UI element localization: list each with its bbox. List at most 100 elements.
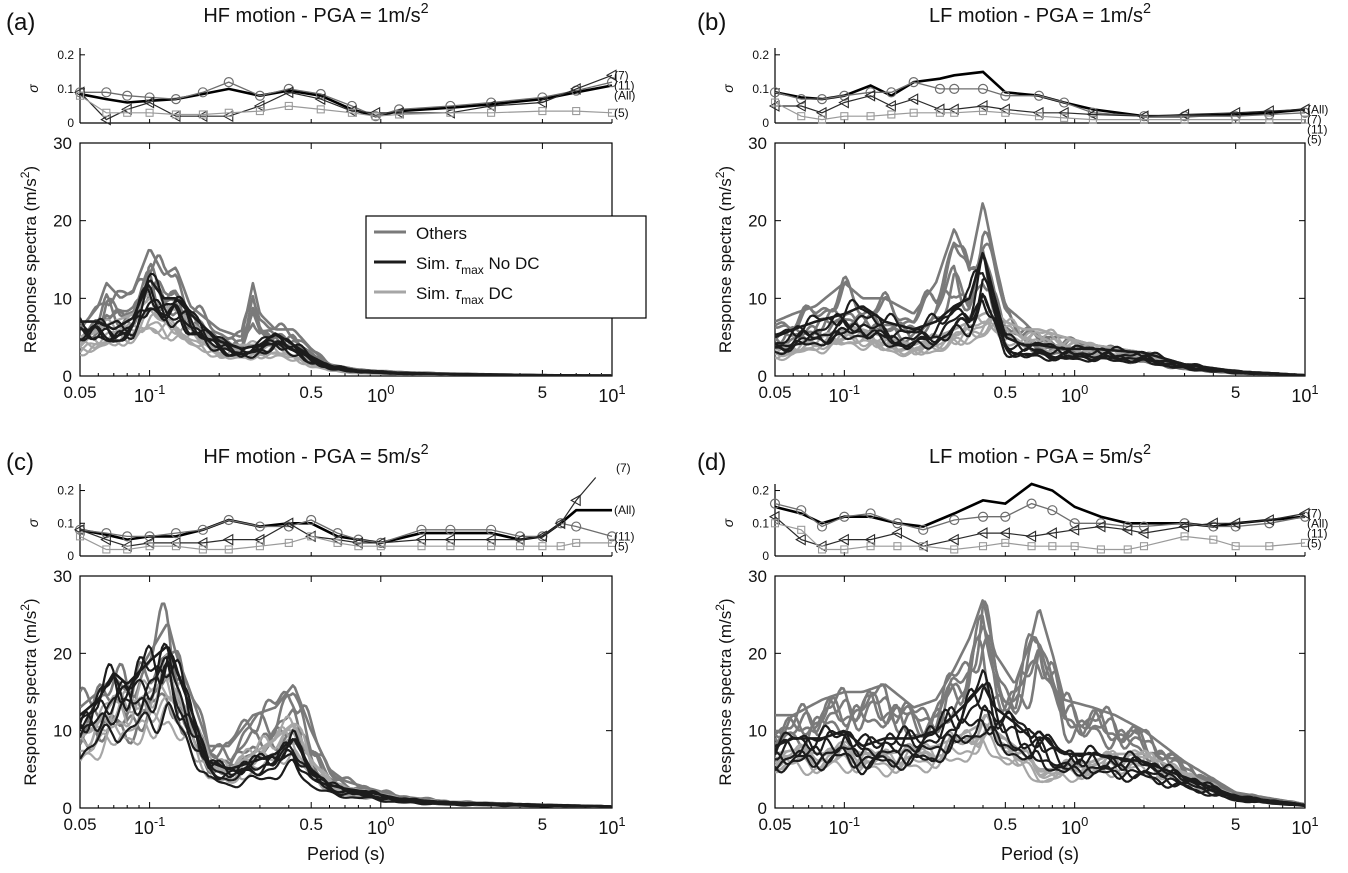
sigma-marker-square — [978, 107, 988, 116]
spectrum-no_dc — [775, 681, 1305, 807]
spectra-x-tick-label: 5 — [538, 815, 547, 834]
spectra-x-tick-label: 100 — [1061, 382, 1088, 406]
sigma-marker-square — [198, 110, 207, 119]
sigma-marker-square — [102, 545, 111, 554]
sigma-marker-square — [1300, 115, 1310, 124]
sigma-plot: 0 0.1 0.2 σ (All)(7)(11)(5) — [720, 48, 1328, 147]
sigma-marker-circle — [101, 87, 112, 98]
spectra-plot: 0 10 20 30 Response spectra (m/s2) 0.05 10-1 0.… — [18, 134, 626, 406]
legend-label: Sim. τmax DC — [416, 284, 513, 307]
sigma-marker-circle — [445, 524, 456, 535]
spectra-x-tick-label: 101 — [1291, 814, 1318, 838]
sigma-marker-square — [817, 545, 827, 554]
legend: Others Sim. τmax No DC Sim. τmax DC — [365, 215, 647, 319]
sigma-series-label: (5) — [614, 539, 629, 553]
spectra-frame — [774, 142, 1306, 377]
sigma-series-11 — [775, 502, 1306, 531]
sigma-y-label: σ — [25, 84, 41, 93]
sigma-series-label: (11) — [1307, 122, 1327, 136]
sigma-marker-circle — [571, 521, 582, 532]
sigma-marker-square — [887, 110, 896, 119]
sigma-marker-square — [307, 532, 316, 541]
spectra-x-tick-label: 101 — [598, 382, 625, 406]
spectra-y-tick-label: 10 — [53, 289, 72, 308]
sigma-marker-square — [1001, 108, 1010, 117]
sigma-marker-triangle — [570, 494, 581, 507]
sigma-y-tick-label: 0 — [762, 549, 769, 563]
sigma-marker-triangle — [907, 93, 919, 106]
sigma-marker-triangle — [1298, 507, 1310, 520]
sigma-marker-square — [376, 542, 385, 551]
spectra-x-tick-label: 5 — [1231, 383, 1240, 402]
spectra-x-tick-label: 100 — [367, 814, 394, 838]
sigma-marker-circle — [122, 90, 133, 101]
sigma-series-5 — [775, 101, 1305, 121]
sigma-marker-circle — [223, 76, 234, 88]
sigma-marker-square — [255, 107, 264, 116]
sigma-marker-square — [487, 542, 496, 551]
sigma-marker-square — [487, 108, 496, 117]
sigma-marker-square — [284, 101, 293, 111]
spectra-plot: 0 10 20 30 Response spectra (m/s2) 0.05 10-1 0.… — [713, 134, 1319, 406]
sigma-marker-square — [1139, 115, 1149, 124]
sigma-marker-square — [446, 542, 455, 551]
sigma-marker-circle — [223, 514, 234, 526]
sigma-marker-triangle — [976, 100, 988, 112]
sigma-marker-square — [893, 542, 902, 551]
spectra-x-tick-label: 0.5 — [299, 815, 323, 834]
sigma-marker-circle — [839, 511, 850, 522]
sigma-y-tick-label: 0 — [762, 116, 769, 130]
sigma-y-tick-label: 0.1 — [752, 516, 769, 530]
sigma-marker-circle — [1000, 511, 1011, 522]
sigma-marker-circle — [769, 498, 781, 509]
sigma-marker-triangle — [1137, 527, 1149, 540]
sigma-marker-triangle — [1086, 108, 1098, 121]
sigma-marker-triangle — [795, 100, 806, 112]
sigma-y-tick-label: 0.2 — [57, 48, 74, 62]
sigma-marker-circle — [816, 521, 828, 532]
sigma-series-label: (11) — [1307, 526, 1327, 540]
sigma-series-label: (All) — [614, 88, 635, 102]
sigma-marker-triangle — [976, 527, 988, 540]
sigma-marker-triangle — [1121, 523, 1133, 536]
sigma-marker-circle — [1000, 90, 1011, 101]
panel-label: (d) — [697, 449, 726, 476]
sigma-series-label: (7) — [1307, 506, 1322, 520]
spectra-x-tick-label: 0.5 — [994, 383, 1018, 402]
sigma-marker-triangle — [1094, 520, 1106, 533]
sigma-marker-triangle — [1207, 517, 1218, 530]
sigma-marker-square — [1048, 542, 1057, 551]
spectrum-dc — [80, 307, 612, 376]
sigma-marker-square — [1180, 115, 1189, 124]
sigma-marker-triangle — [948, 533, 959, 546]
sigma-marker-circle — [816, 94, 828, 105]
sigma-y-tick-label: 0 — [67, 549, 74, 563]
sigma-marker-square — [572, 538, 581, 547]
spectra-plot: 0 10 20 30 Response spectra (m/s2) 0.05 10-1 0.… — [18, 567, 626, 864]
sigma-marker-triangle — [253, 100, 265, 112]
sigma-marker-circle — [934, 83, 946, 95]
spectrum-no_dc — [775, 704, 1305, 808]
spectra-y-label: Response spectra (m/s2) — [713, 166, 735, 353]
panel-title: LF motion - PGA = 5m/s2 — [929, 442, 1151, 468]
spectra-y-tick-label: 0 — [63, 799, 72, 818]
sigma-marker-circle — [918, 524, 929, 535]
sigma-series-label: (All) — [614, 503, 635, 517]
sigma-marker-circle — [886, 87, 897, 98]
sigma-plot: 0 0.1 0.2 σ (7)(11)(All) (5) — [25, 48, 635, 130]
sigma-marker-triangle — [1178, 108, 1190, 121]
sigma-y-tick-label: 0.2 — [752, 48, 769, 62]
sigma-y-tick-label: 0 — [67, 116, 74, 130]
sigma-y-label: σ — [25, 518, 41, 527]
spectra-x-tick-label: 0.05 — [758, 383, 791, 402]
spectra-y-tick-label: 20 — [53, 644, 72, 663]
spectra-y-tick-label: 30 — [53, 134, 72, 153]
sigma-marker-circle — [254, 521, 266, 532]
sigma-marker-triangle — [143, 96, 155, 109]
sigma-marker-circle — [486, 524, 497, 535]
sigma-marker-square — [333, 538, 342, 547]
sigma-marker-square — [556, 542, 565, 551]
sigma-marker-triangle — [795, 533, 806, 546]
spectra-x-tick-label: 100 — [1061, 814, 1088, 838]
spectra-x-tick-label: 0.5 — [994, 815, 1018, 834]
